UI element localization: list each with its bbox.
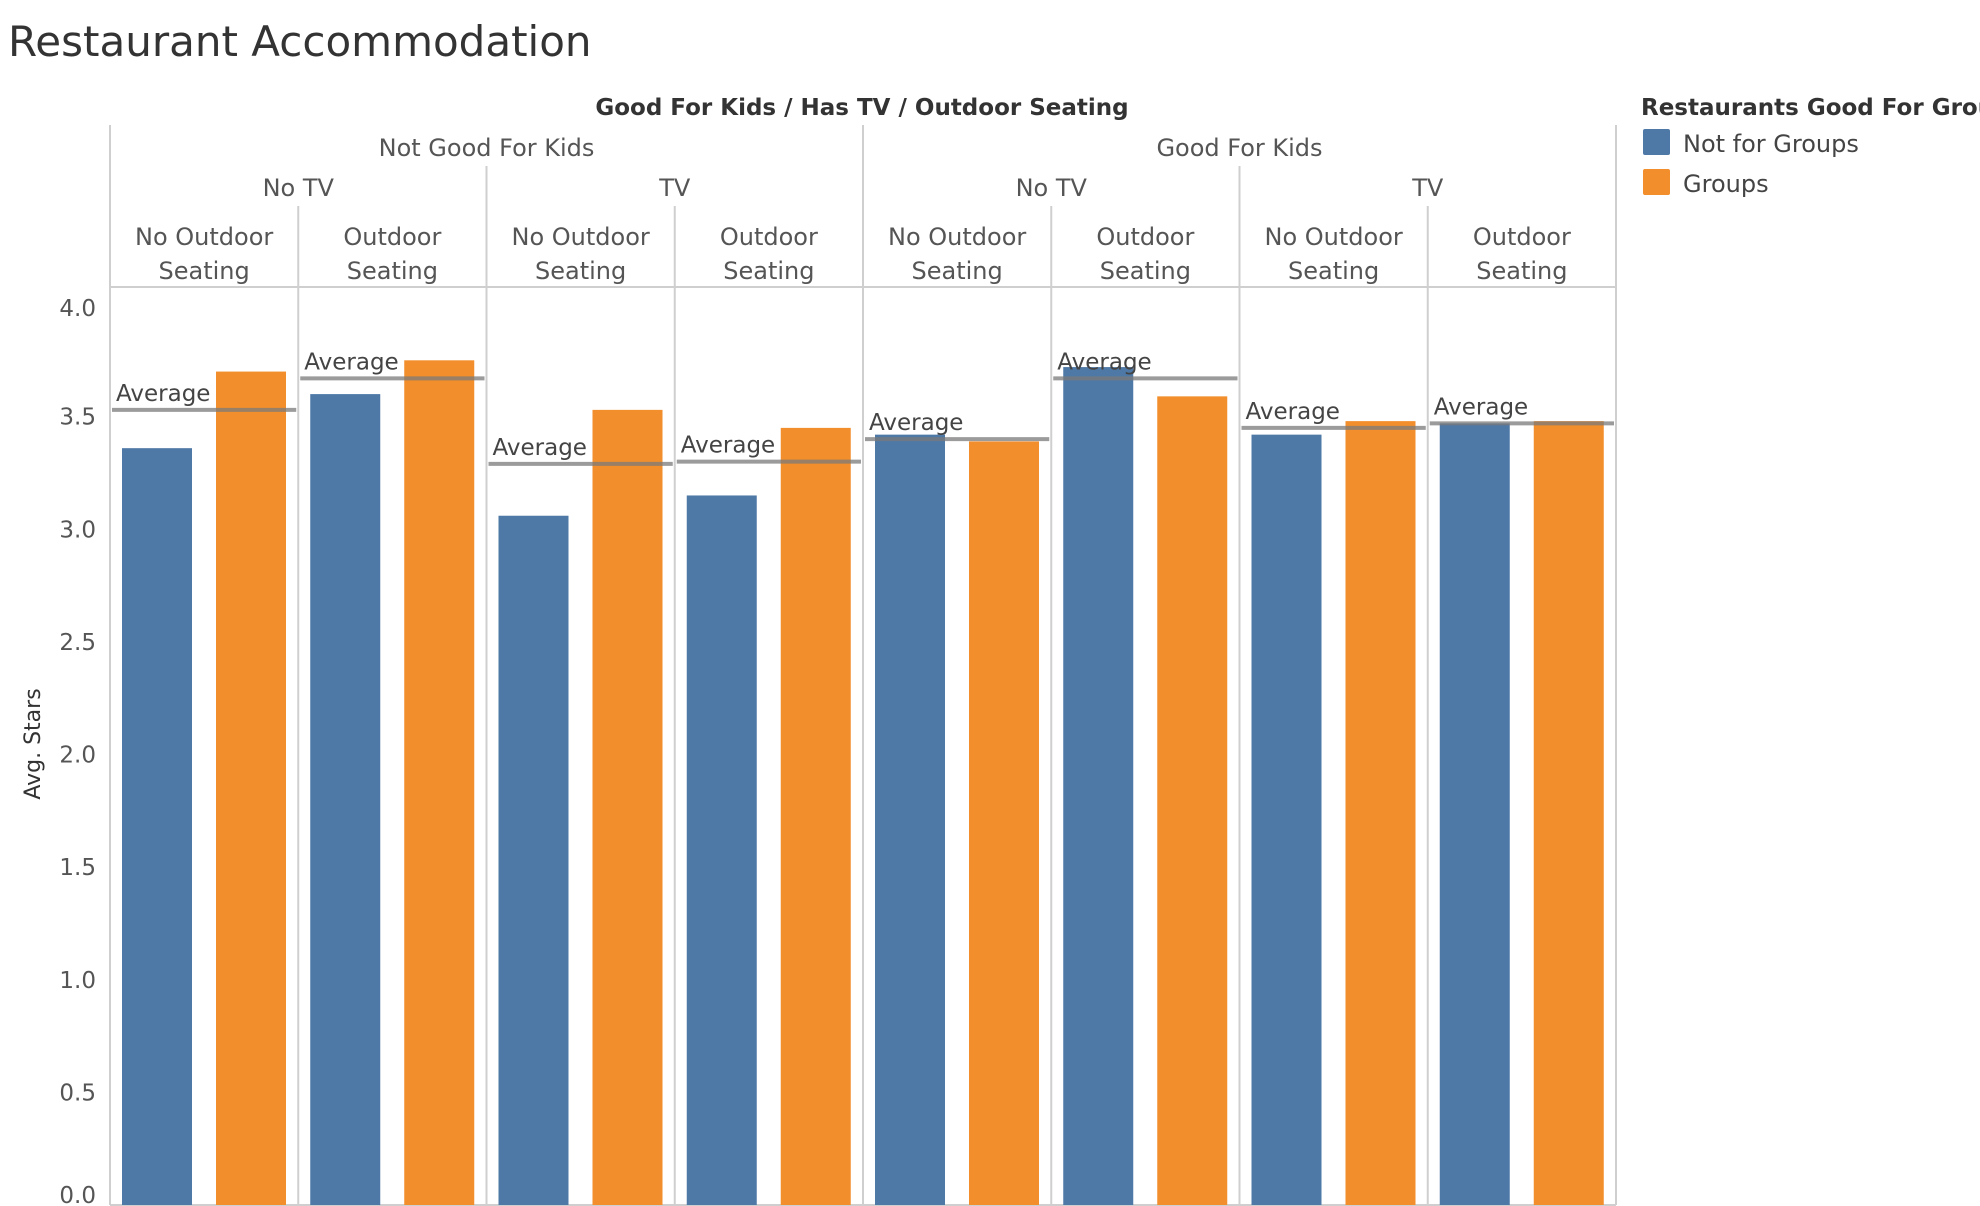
header-level3-label: Seating (723, 257, 814, 285)
average-label: Average (1057, 349, 1151, 375)
bar-groups (592, 409, 663, 1205)
bar-not-for-groups (1439, 423, 1510, 1205)
bar-not-for-groups (122, 448, 192, 1205)
average-label: Average (116, 381, 210, 407)
average-reference-lines: Average Average Average Average Average Avera… (112, 349, 1614, 466)
average-label: Average (1246, 399, 1340, 425)
bar-groups (216, 371, 286, 1205)
average-label: Average (1434, 394, 1528, 420)
legend-swatch-groups (1643, 169, 1670, 195)
header-level3-label: Seating (1100, 257, 1191, 285)
y-tick-label: 2.5 (59, 630, 96, 656)
header-level2-label: No TV (1016, 174, 1088, 202)
header-level3-label: Seating (1476, 257, 1567, 285)
bar-not-for-groups (686, 495, 757, 1205)
bar-not-for-groups (1063, 367, 1134, 1205)
header-level3-label: Outdoor (1096, 223, 1194, 251)
y-tick-label: 4.0 (59, 296, 96, 322)
header-level3-label: Outdoor (1473, 223, 1571, 251)
header-level3-label: Outdoor (720, 223, 818, 251)
header-level3-label: No Outdoor (512, 223, 650, 251)
y-axis-label: Avg. Stars (21, 688, 46, 799)
header-level2-label: No TV (263, 174, 335, 202)
average-label: Average (493, 435, 587, 461)
y-tick-label: 2.0 (59, 743, 96, 769)
column-headers: Not Good For Kids Good For Kids No TV TV No … (135, 134, 1571, 285)
legend-title: Restaurants Good For Groups (1641, 95, 1980, 121)
average-label: Average (304, 349, 398, 375)
header-level3-label: No Outdoor (135, 223, 273, 251)
header-level3-label: No Outdoor (888, 223, 1026, 251)
bar-not-for-groups (875, 434, 945, 1205)
bar-not-for-groups (498, 515, 569, 1205)
bar-groups (969, 441, 1039, 1206)
legend-swatch-not-for-groups (1643, 129, 1670, 155)
header-level1-label: Good For Kids (1156, 134, 1322, 162)
average-label: Average (681, 433, 775, 459)
legend-item-groups[interactable]: Groups (1683, 170, 1769, 198)
header-level2-label: TV (658, 174, 691, 202)
bar-groups (780, 427, 851, 1205)
legend: Restaurants Good For Groups Not for Grou… (1641, 95, 1980, 198)
header-level3-label: Seating (912, 257, 1003, 285)
legend-item-not-for-groups[interactable]: Not for Groups (1683, 130, 1859, 158)
y-tick-label: 0.5 (59, 1080, 96, 1106)
header-level1-label: Not Good For Kids (379, 134, 595, 162)
header-level3-label: Seating (535, 257, 626, 285)
bar-not-for-groups (310, 394, 381, 1206)
bar-groups (1157, 396, 1228, 1205)
header-level3-label: No Outdoor (1265, 223, 1403, 251)
header-level2-label: TV (1411, 174, 1444, 202)
bars (122, 360, 1604, 1206)
average-label: Average (869, 410, 963, 436)
chart-title: Restaurant Accommodation (8, 17, 592, 66)
header-level3-label: Seating (1288, 257, 1379, 285)
bar-groups (1533, 421, 1604, 1205)
bar-not-for-groups (1251, 434, 1322, 1205)
y-axis-ticks: 0.0 0.5 1.0 1.5 2.0 2.5 3.0 3.5 4.0 (59, 296, 96, 1206)
header-level3-label: Outdoor (343, 223, 441, 251)
y-tick-label: 0.0 (59, 1183, 96, 1206)
y-tick-label: 3.0 (59, 517, 96, 543)
column-header-title: Good For Kids / Has TV / Outdoor Seating (595, 95, 1128, 121)
bar-groups (1345, 421, 1416, 1205)
y-tick-label: 1.5 (59, 855, 96, 881)
y-tick-label: 3.5 (59, 405, 96, 431)
bar-groups (404, 360, 475, 1205)
header-level3-label: Seating (347, 257, 438, 285)
header-level3-label: Seating (159, 257, 250, 285)
y-tick-label: 1.0 (59, 968, 96, 994)
